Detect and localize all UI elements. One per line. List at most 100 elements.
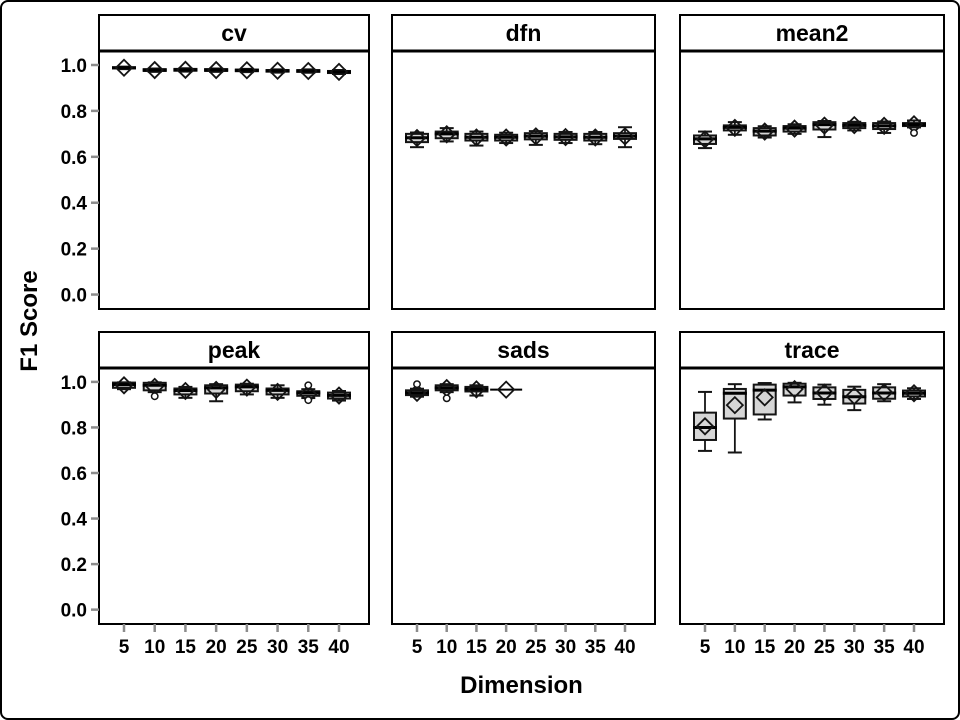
mean-diamond-marker	[268, 61, 287, 81]
outlier-point	[442, 394, 451, 403]
x-tick-label: 25	[814, 637, 836, 658]
x-tick-label: 35	[874, 637, 896, 658]
x-tick-label: 15	[466, 637, 488, 658]
box	[204, 384, 229, 395]
panel-title: mean2	[775, 20, 849, 46]
x-tick-label: 10	[436, 637, 457, 658]
mean-diamond-marker	[556, 127, 575, 147]
x-tick-label: 5	[412, 637, 423, 658]
mean-diamond-marker	[496, 128, 516, 147]
mean-diamond-marker	[437, 125, 456, 144]
x-tick-label: 30	[844, 637, 865, 658]
mean-diamond-marker	[615, 127, 635, 146]
mean-diamond-marker	[268, 382, 287, 402]
mean-diamond-marker	[496, 380, 516, 399]
y-tick-label: 0.8	[61, 418, 87, 439]
x-tick-label: 35	[585, 637, 607, 658]
x-tick-label: 20	[496, 637, 517, 658]
box	[722, 387, 747, 420]
x-tick-label: 10	[144, 637, 165, 658]
y-axis-title: F1 Score	[16, 270, 43, 372]
y-tick-label: 0.2	[61, 555, 87, 576]
outlier-point	[910, 128, 918, 137]
mean-diamond-marker	[467, 128, 486, 147]
panel-title: peak	[207, 337, 261, 363]
mean-diamond-marker	[725, 395, 745, 415]
mean-diamond-marker	[467, 380, 486, 399]
mean-diamond-marker	[329, 62, 349, 82]
x-tick-label: 25	[525, 637, 547, 658]
y-tick-label: 0.0	[61, 601, 87, 622]
mean-diamond-marker	[586, 128, 605, 147]
mean-diamond-marker	[785, 379, 804, 399]
mean-diamond-marker	[114, 58, 134, 78]
y-tick-label: 0.2	[61, 240, 87, 261]
x-tick-label: 30	[267, 637, 288, 658]
mean-diamond-marker	[299, 61, 318, 81]
x-tick-label: 10	[724, 637, 745, 658]
panel-title: cv	[221, 20, 247, 46]
mean-diamond-marker	[725, 118, 745, 138]
mean-diamond-marker	[785, 119, 804, 138]
y-tick-label: 0.6	[61, 464, 87, 485]
y-tick-label: 0.4	[61, 510, 88, 531]
y-tick-label: 0.0	[61, 286, 87, 307]
y-tick-label: 1.0	[61, 373, 87, 394]
y-tick-label: 1.0	[61, 56, 87, 77]
mean-diamond-marker	[114, 376, 134, 395]
panel-border	[679, 331, 945, 625]
outlier-point	[304, 381, 313, 390]
box	[782, 382, 807, 397]
panel-title: trace	[784, 337, 840, 363]
mean-diamond-marker	[815, 116, 834, 135]
panel-border	[679, 14, 945, 310]
mean-diamond-marker	[695, 417, 715, 436]
x-tick-label: 35	[298, 637, 320, 658]
panel-border	[98, 14, 370, 310]
x-tick-label: 40	[614, 637, 635, 658]
outlier-point	[304, 396, 313, 405]
mean-diamond-marker	[206, 380, 226, 400]
x-tick-label: 30	[555, 637, 576, 658]
panel-border	[391, 331, 656, 625]
x-tick-label: 15	[754, 637, 776, 658]
mean-diamond-marker	[407, 383, 427, 403]
mean-diamond-marker	[695, 130, 715, 149]
x-tick-label: 20	[784, 637, 805, 658]
x-tick-label: 5	[119, 637, 130, 658]
panel-border	[98, 331, 370, 625]
mean-diamond-marker	[176, 381, 195, 401]
mean-diamond-marker	[526, 127, 546, 146]
panel-border	[391, 14, 656, 310]
x-tick-label: 40	[903, 637, 924, 658]
mean-diamond-marker	[755, 388, 774, 407]
x-tick-label: 5	[700, 637, 711, 658]
panel-title: dfn	[505, 20, 542, 46]
box	[752, 383, 777, 416]
x-tick-label: 15	[175, 637, 197, 658]
outlier-point	[150, 392, 159, 401]
y-tick-label: 0.8	[61, 102, 87, 123]
mean-diamond-marker	[845, 115, 864, 135]
x-tick-label: 20	[206, 637, 227, 658]
mean-diamond-marker	[237, 378, 257, 397]
mean-diamond-marker	[176, 60, 195, 80]
mean-diamond-marker	[755, 122, 774, 141]
outlier-point	[413, 380, 421, 389]
mean-diamond-marker	[904, 384, 924, 403]
x-tick-label: 40	[328, 637, 349, 658]
mean-diamond-marker	[206, 60, 226, 80]
mean-diamond-marker	[329, 386, 349, 405]
y-tick-label: 0.4	[61, 194, 88, 215]
mean-diamond-marker	[407, 128, 427, 148]
mean-diamond-marker	[815, 383, 834, 402]
mean-diamond-marker	[874, 383, 894, 402]
x-tick-label: 25	[236, 637, 258, 658]
mean-diamond-marker	[145, 60, 164, 80]
panel-title: sads	[497, 337, 550, 363]
mean-diamond-marker	[237, 61, 257, 80]
x-axis-title: Dimension	[460, 672, 583, 699]
y-tick-label: 0.6	[61, 148, 87, 169]
